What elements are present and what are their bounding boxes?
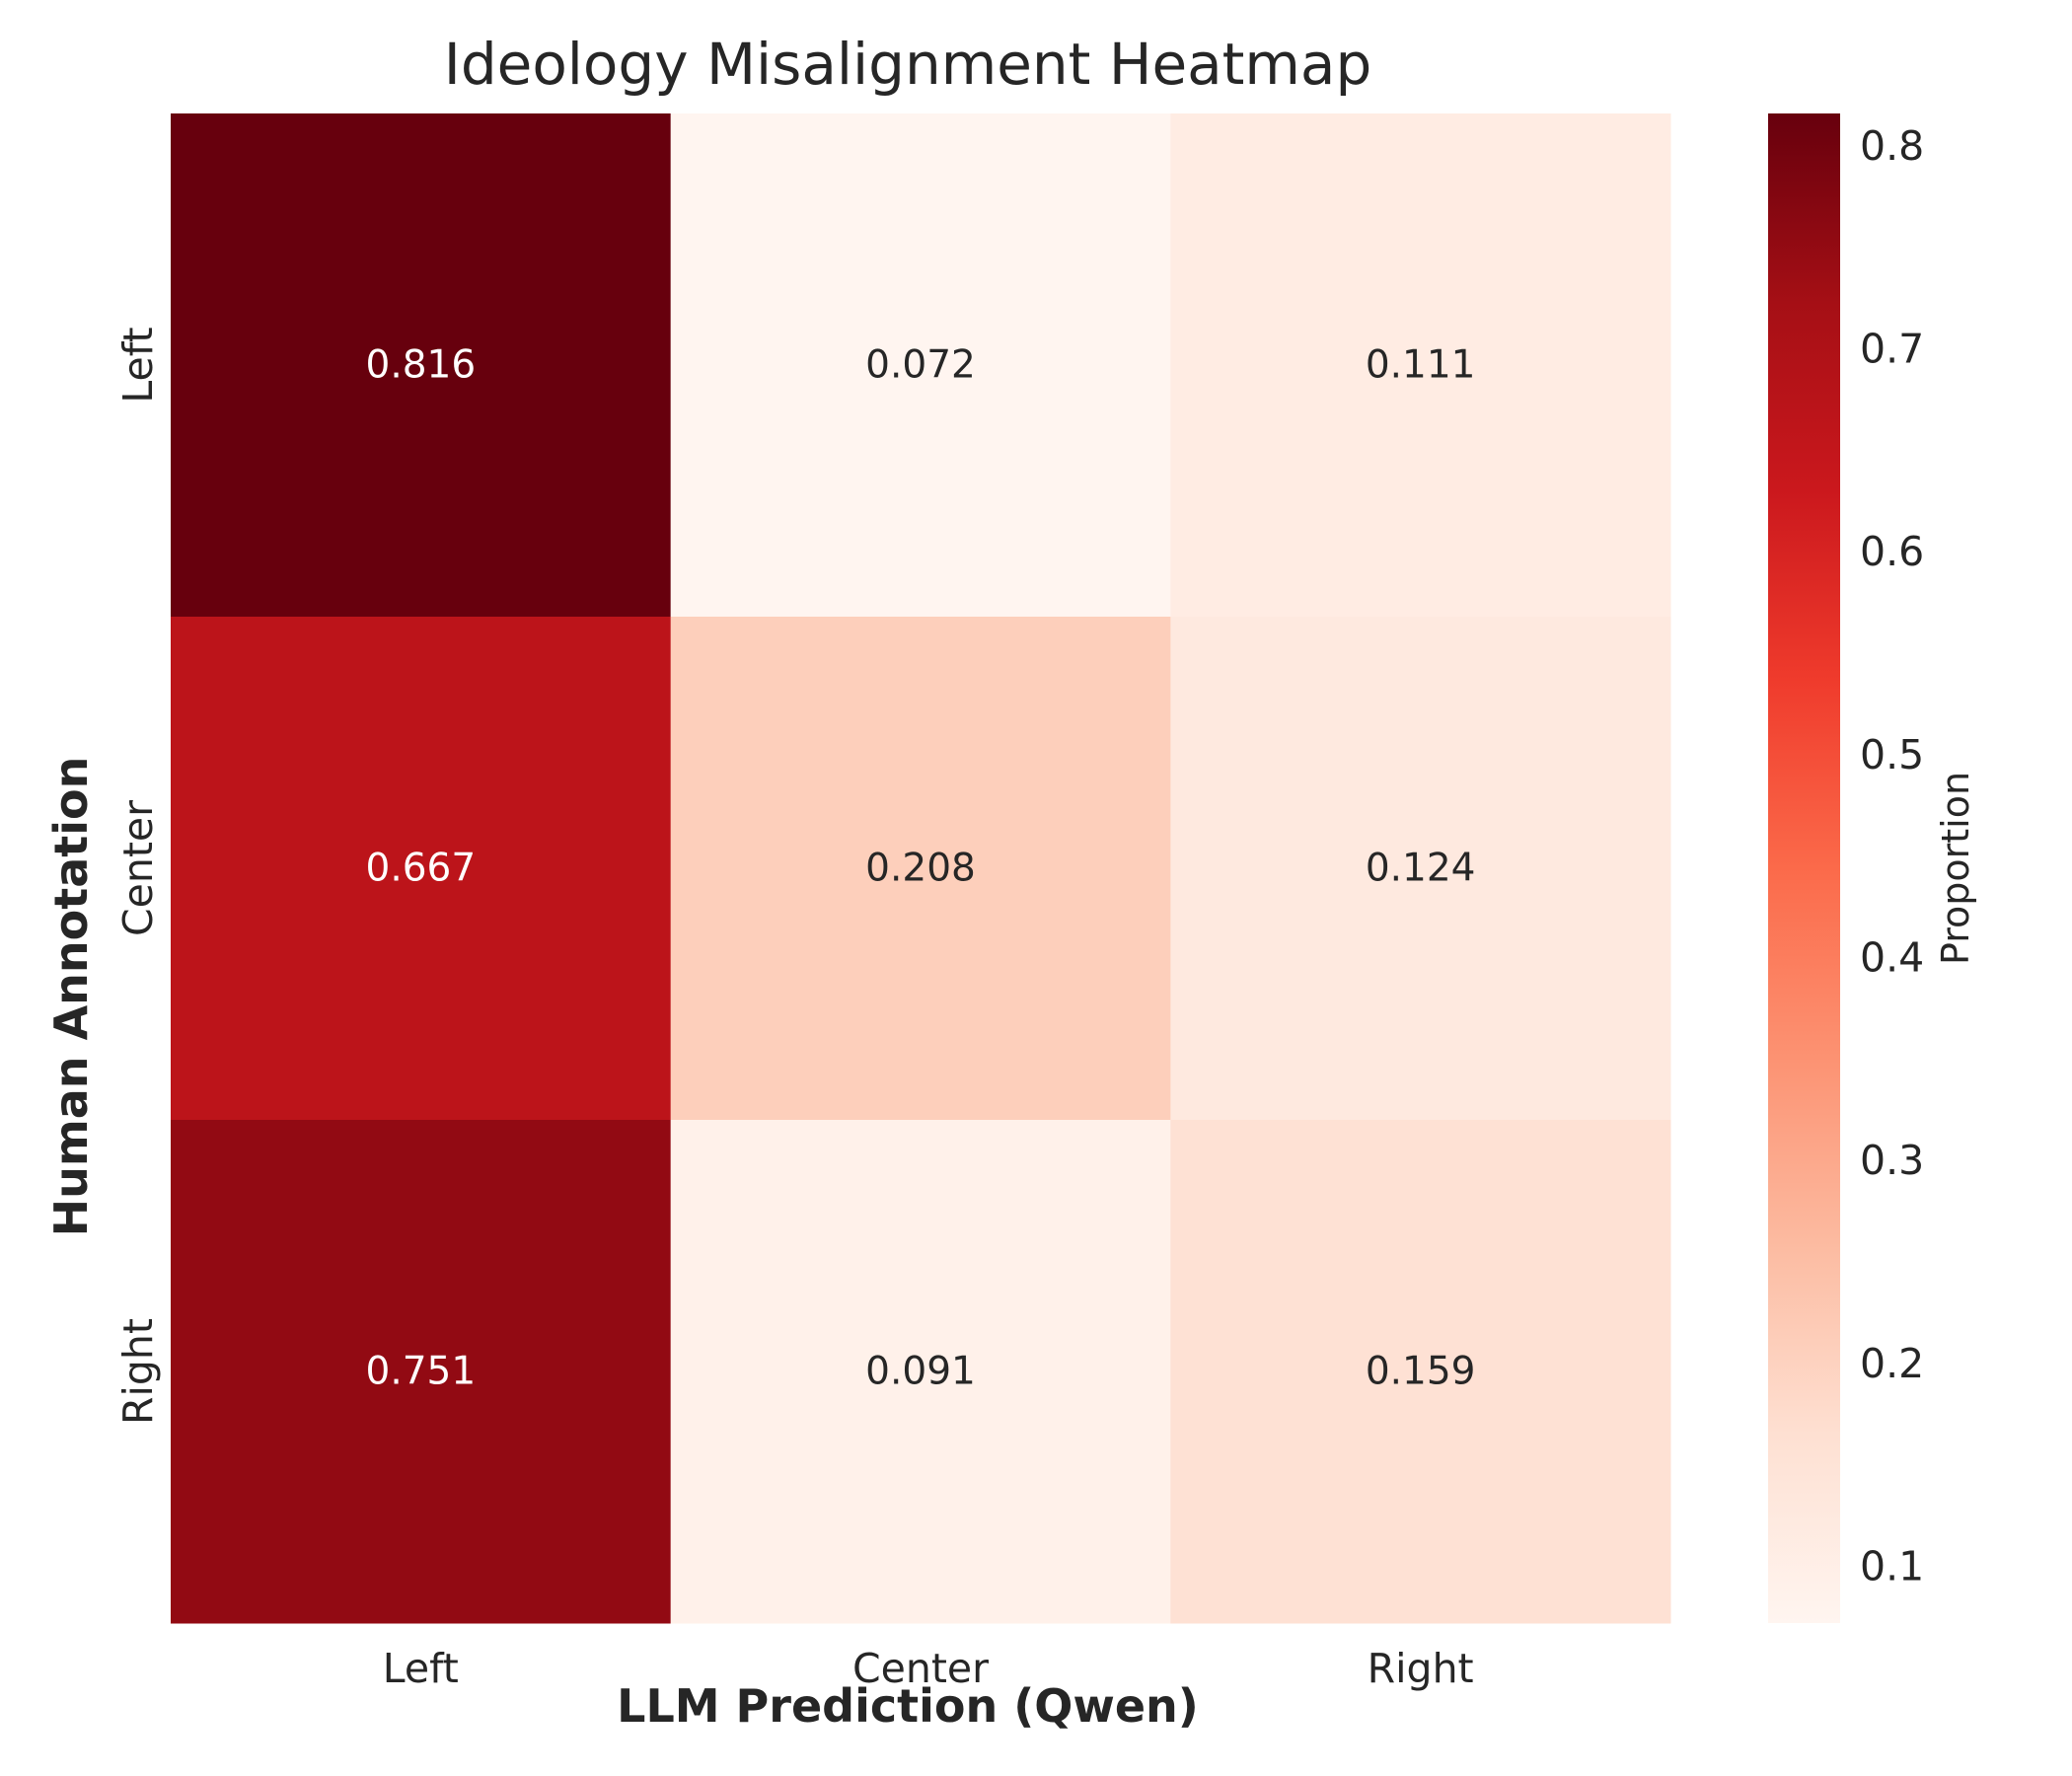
heatmap-cell [670, 617, 1171, 1121]
x-tick-label: Left [383, 1645, 459, 1692]
heatmap-cell [670, 1120, 1171, 1624]
colorbar-tick-label: 0.3 [1860, 1137, 1924, 1184]
colorbar [1768, 113, 1840, 1623]
y-tick-label: Left [114, 327, 162, 403]
heatmap-cell [171, 1120, 672, 1624]
cell-value-label: 0.751 [366, 1350, 477, 1394]
colorbar-tick-label: 0.8 [1860, 122, 1924, 170]
heatmap-cell [171, 617, 672, 1121]
cell-value-label: 0.111 [1366, 343, 1476, 388]
heatmap-cell [670, 113, 1171, 618]
cell-value-label: 0.816 [366, 343, 477, 388]
colorbar-tick-label: 0.7 [1860, 326, 1924, 373]
cell-value-label: 0.667 [366, 847, 477, 891]
y-axis-label: Human Annotation [44, 757, 98, 1237]
y-tick-label: Center [114, 800, 162, 936]
heatmap-cell [1170, 617, 1671, 1121]
cell-value-label: 0.124 [1366, 847, 1476, 891]
heatmap-cell [1170, 113, 1671, 618]
cell-value-label: 0.159 [1366, 1350, 1476, 1394]
colorbar-ticks: 0.1 0.2 0.3 0.4 0.5 0.6 0.7 0.8 [1860, 122, 1924, 1591]
cell-value-label: 0.208 [865, 847, 976, 891]
cell-value-label: 0.091 [865, 1350, 976, 1394]
colorbar-tick-label: 0.4 [1860, 933, 1924, 981]
colorbar-tick-label: 0.5 [1860, 731, 1924, 778]
y-tick-labels: Left Center Right [114, 327, 162, 1425]
heatmap-cell [1170, 1120, 1671, 1624]
cell-value-label: 0.072 [865, 343, 976, 388]
colorbar-tick-label: 0.2 [1860, 1340, 1924, 1387]
x-tick-label: Right [1368, 1645, 1474, 1692]
chart-title: Ideology Misalignment Heatmap [444, 31, 1372, 98]
colorbar-tick-label: 0.1 [1860, 1542, 1924, 1590]
x-axis-label: LLM Prediction (Qwen) [617, 1679, 1199, 1733]
heatmap-cells: 0.816 0.072 0.111 0.667 0.208 0.124 0.751 0.091… [171, 113, 1671, 1624]
y-tick-label: Right [114, 1318, 162, 1425]
x-tick-label: Center [852, 1645, 989, 1692]
heatmap-cell [171, 113, 672, 618]
colorbar-tick-label: 0.6 [1860, 528, 1924, 575]
colorbar-label: Proportion [1934, 772, 1977, 965]
x-tick-labels: Left Center Right [383, 1645, 1474, 1692]
